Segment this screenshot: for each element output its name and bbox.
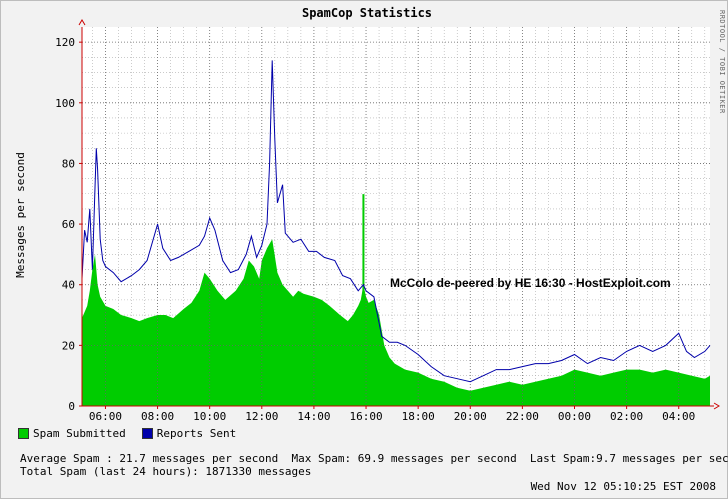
chart-annotation: McColo de-peered by HE 16:30 - HostExplo… xyxy=(390,276,671,290)
side-label: RRDTOOL / TOBI OETIKER xyxy=(718,10,726,114)
y-tick-label: 120 xyxy=(55,36,75,49)
x-tick-label: 06:00 xyxy=(89,410,122,423)
x-tick-label: 22:00 xyxy=(506,410,539,423)
legend: Spam Submitted Reports Sent xyxy=(18,427,236,440)
x-tick-label: 08:00 xyxy=(141,410,174,423)
stats-line-total: Total Spam (last 24 hours): 1871330 mess… xyxy=(20,465,312,478)
series-area-spam-submitted xyxy=(82,239,710,406)
x-tick-label: 18:00 xyxy=(402,410,435,423)
x-tick-label: 14:00 xyxy=(297,410,330,423)
y-tick-label: 0 xyxy=(68,400,75,413)
legend-label-spam: Spam Submitted xyxy=(33,427,126,440)
x-tick-label: 00:00 xyxy=(558,410,591,423)
x-tick-label: 04:00 xyxy=(662,410,695,423)
legend-item-spam-submitted: Spam Submitted xyxy=(18,427,126,440)
y-tick-label: 100 xyxy=(55,97,75,110)
y-tick-label: 80 xyxy=(62,157,75,170)
y-axis-arrow xyxy=(78,19,86,26)
x-tick-label: 10:00 xyxy=(193,410,226,423)
x-tick-label: 12:00 xyxy=(245,410,278,423)
y-tick-label: 20 xyxy=(62,339,75,352)
legend-item-reports-sent: Reports Sent xyxy=(141,427,237,440)
x-tick-label: 20:00 xyxy=(454,410,487,423)
timestamp: Wed Nov 12 05:10:25 EST 2008 xyxy=(530,480,716,493)
legend-label-reports: Reports Sent xyxy=(156,427,237,440)
legend-swatch-spam xyxy=(18,428,29,439)
series-line-reports-sent xyxy=(81,60,711,383)
x-tick-label: 02:00 xyxy=(610,410,643,423)
chart-title: SpamCop Statistics xyxy=(302,6,432,20)
stats-line-averages: Average Spam : 21.7 messages per second … xyxy=(20,452,728,465)
x-axis-arrow xyxy=(713,402,720,410)
legend-swatch-reports xyxy=(141,428,153,439)
y-tick-label: 40 xyxy=(62,279,75,292)
stats-block: Average Spam : 21.7 messages per second … xyxy=(20,452,728,478)
x-tick-label: 16:00 xyxy=(349,410,382,423)
y-tick-label: 60 xyxy=(62,218,75,231)
y-axis-label: Messages per second xyxy=(14,152,27,278)
